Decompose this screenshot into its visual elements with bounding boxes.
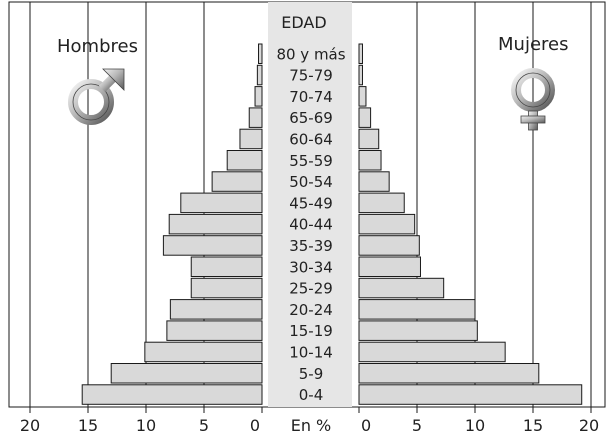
- age-label: 25-29: [289, 280, 333, 298]
- female-symbol-icon: [511, 68, 555, 131]
- age-label: 70-74: [289, 88, 333, 106]
- age-label: 60-64: [289, 130, 333, 148]
- bar-mujeres-14: [358, 341, 506, 363]
- bar-mujeres-2: [358, 86, 367, 107]
- bar-hombres-9: [162, 235, 263, 256]
- age-label: 40-44: [289, 216, 333, 234]
- bar-hombres-14: [144, 341, 263, 363]
- x-tick-labels: 20 15 10 5 0 0 5 10 15 20: [20, 407, 599, 435]
- bar-mujeres-12: [358, 299, 476, 320]
- bars-hombres: [81, 43, 263, 405]
- bar-hombres-11: [190, 277, 263, 299]
- x-tick-label: 10: [465, 416, 485, 435]
- bar-mujeres-10: [358, 256, 421, 277]
- age-label: 50-54: [289, 173, 333, 191]
- bar-mujeres-6: [358, 171, 390, 192]
- age-labels: 80 y más 75-79 70-74 65-69 60-64 55-59 50-54 45…: [276, 45, 345, 404]
- age-label: 30-34: [289, 258, 333, 276]
- x-tick-label: 10: [136, 416, 156, 435]
- bar-mujeres-13: [358, 320, 478, 341]
- x-axis-label: En %: [291, 416, 332, 435]
- bar-mujeres-16: [358, 384, 583, 405]
- bar-hombres-1: [256, 64, 263, 86]
- bar-hombres-16: [81, 384, 263, 405]
- age-label: 80 y más: [276, 45, 345, 63]
- bar-mujeres-5: [358, 150, 382, 171]
- bar-hombres-2: [254, 86, 263, 107]
- age-label: 55-59: [289, 152, 333, 170]
- bar-hombres-13: [166, 320, 263, 341]
- bar-mujeres-11: [358, 277, 445, 299]
- bar-hombres-3: [248, 107, 263, 128]
- age-label: 0-4: [299, 386, 324, 404]
- bar-hombres-5: [226, 150, 263, 171]
- bar-mujeres-1: [358, 64, 363, 86]
- x-tick-label: 5: [412, 416, 422, 435]
- bar-mujeres-3: [358, 107, 372, 128]
- bar-mujeres-7: [358, 192, 405, 214]
- bar-hombres-7: [180, 192, 263, 214]
- age-label: 45-49: [289, 194, 333, 212]
- bar-mujeres-15: [358, 363, 540, 384]
- center-age-band: [268, 2, 352, 407]
- bars-mujeres: [358, 43, 583, 405]
- x-tick-label: 20: [20, 416, 40, 435]
- center-title: EDAD: [281, 13, 326, 32]
- age-label: 35-39: [289, 237, 333, 255]
- age-label: 75-79: [289, 67, 333, 85]
- bar-hombres-15: [110, 363, 263, 384]
- bar-hombres-12: [169, 299, 263, 320]
- bar-hombres-6: [211, 171, 263, 192]
- age-label: 20-24: [289, 301, 333, 319]
- bar-hombres-4: [239, 128, 263, 150]
- age-label: 65-69: [289, 109, 333, 127]
- right-side-label: Mujeres: [498, 34, 568, 55]
- bar-hombres-10: [190, 256, 263, 277]
- x-tick-label: 15: [523, 416, 543, 435]
- age-label: 5-9: [299, 365, 324, 383]
- x-tick-label: 0: [250, 416, 260, 435]
- x-tick-label: 15: [78, 416, 98, 435]
- male-symbol-icon: [68, 68, 125, 125]
- bar-mujeres-0: [358, 43, 363, 64]
- x-tick-label: 5: [199, 416, 209, 435]
- bar-hombres-8: [168, 213, 263, 235]
- left-side-label: Hombres: [57, 36, 138, 57]
- bar-mujeres-9: [358, 235, 420, 256]
- x-tick-label: 0: [361, 416, 371, 435]
- bar-mujeres-4: [358, 128, 380, 150]
- bar-hombres-0: [258, 43, 263, 64]
- age-label: 15-19: [289, 322, 333, 340]
- x-tick-label: 20: [579, 416, 599, 435]
- bar-mujeres-8: [358, 213, 416, 235]
- age-label: 10-14: [289, 343, 333, 361]
